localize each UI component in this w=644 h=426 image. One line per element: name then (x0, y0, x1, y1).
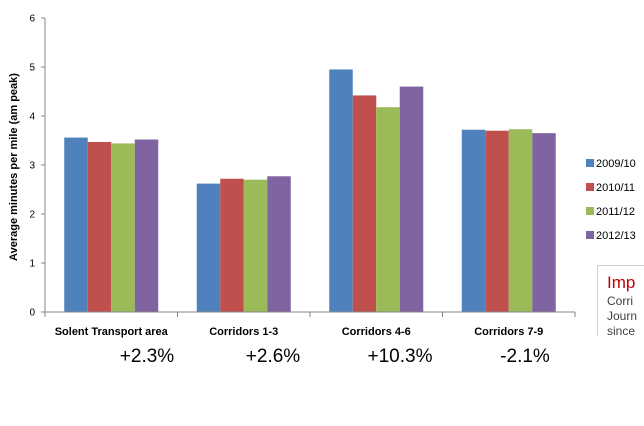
legend-swatch (586, 159, 594, 167)
legend: 2009/10 2010/11 2011/12 2012/13 (586, 158, 636, 242)
bar (243, 179, 268, 312)
x-category-label: Corridors 4-6 (342, 326, 411, 338)
insight-title: Imp (607, 273, 636, 292)
bar (485, 130, 509, 312)
legend-label: 2012/13 (596, 230, 636, 242)
change-annotation: +2.6% (246, 346, 301, 367)
y-tick-label: 0 (29, 308, 35, 319)
legend-label: 2011/12 (596, 206, 635, 218)
insight-box: Imp Corri Journ since (597, 265, 644, 336)
y-tick-label: 2 (29, 210, 35, 221)
bar (111, 143, 135, 312)
insight-line: Journ (607, 309, 638, 323)
insight-line: since (607, 324, 636, 336)
insight-line: Corri (607, 294, 633, 308)
legend-swatch (586, 207, 594, 215)
bar (196, 183, 221, 312)
legend-label: 2009/10 (596, 158, 636, 170)
bar (508, 129, 533, 312)
x-axis: Solent Transport area Corridors 1-3 Corrid… (44, 311, 576, 338)
bar (267, 176, 291, 312)
change-annotation: +2.3% (120, 346, 175, 367)
y-tick-label: 5 (29, 63, 35, 74)
y-tick-label: 6 (29, 14, 35, 25)
bar (399, 86, 424, 312)
change-annotation: -2.1% (500, 346, 550, 367)
legend-swatch (586, 183, 594, 191)
legend-swatch (586, 231, 594, 239)
bar (220, 178, 244, 312)
bar (532, 133, 556, 312)
y-tick-label: 3 (29, 161, 35, 172)
x-category-label: Solent Transport area (55, 326, 169, 338)
bar (87, 141, 112, 312)
bar (352, 95, 377, 312)
bar (461, 129, 486, 312)
legend-label: 2010/11 (596, 182, 635, 194)
y-axis: 0 1 2 3 4 5 6 (29, 14, 46, 319)
y-tick-label: 4 (29, 112, 35, 123)
bars-group (64, 69, 556, 313)
x-category-label: Corridors 1-3 (209, 326, 278, 338)
change-annotations: +2.3% +2.6% +10.3% -2.1% (120, 346, 550, 367)
insight-body: Corri Journ since (607, 294, 637, 336)
y-axis-title: Average minutes per mile (am peak) (8, 73, 20, 261)
bar (376, 107, 400, 313)
bar (134, 139, 159, 312)
x-category-label: Corridors 7-9 (474, 326, 543, 338)
bar (64, 137, 88, 312)
bar (329, 69, 353, 312)
y-tick-label: 1 (29, 259, 35, 270)
change-annotation: +10.3% (368, 346, 433, 367)
